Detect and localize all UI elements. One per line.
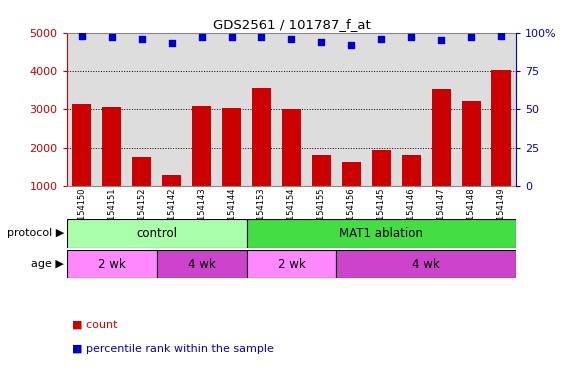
Point [167,40,176,46]
Text: control: control [136,227,177,240]
Text: 2 wk: 2 wk [278,258,305,270]
Title: GDS2561 / 101787_f_at: GDS2561 / 101787_f_at [213,18,370,31]
Bar [157,250,246,278]
Point [197,34,206,40]
Bar [102,107,121,225]
Text: age ▶: age ▶ [31,259,64,269]
Point [137,36,146,42]
Point [437,37,446,43]
Bar [132,157,151,225]
Text: ■ percentile rank within the sample: ■ percentile rank within the sample [72,344,274,354]
Bar [67,250,157,278]
Text: ■ count: ■ count [72,319,118,329]
Bar [432,89,451,225]
Bar [162,175,182,225]
Bar [72,104,92,225]
Bar [282,109,301,225]
Text: 4 wk: 4 wk [412,258,440,270]
Point [227,34,236,40]
Point [257,34,266,40]
Point [347,42,356,48]
Bar [222,108,241,225]
Text: protocol ▶: protocol ▶ [6,228,64,238]
Text: 2 wk: 2 wk [98,258,125,270]
Bar [192,106,211,225]
Bar [311,155,331,225]
Point [496,33,506,39]
Bar [252,88,271,225]
Point [467,34,476,40]
Point [287,36,296,42]
Point [107,34,116,40]
Point [77,33,86,39]
Bar [372,150,391,225]
Bar [342,162,361,225]
Bar [401,155,421,225]
Text: MAT1 ablation: MAT1 ablation [339,227,423,240]
Point [407,34,416,40]
Bar [462,101,481,225]
Bar [246,250,336,278]
Point [377,36,386,42]
Point [317,39,326,45]
Text: 4 wk: 4 wk [188,258,215,270]
Bar [246,219,516,248]
Bar [336,250,516,278]
Bar [491,70,511,225]
Bar [67,219,246,248]
